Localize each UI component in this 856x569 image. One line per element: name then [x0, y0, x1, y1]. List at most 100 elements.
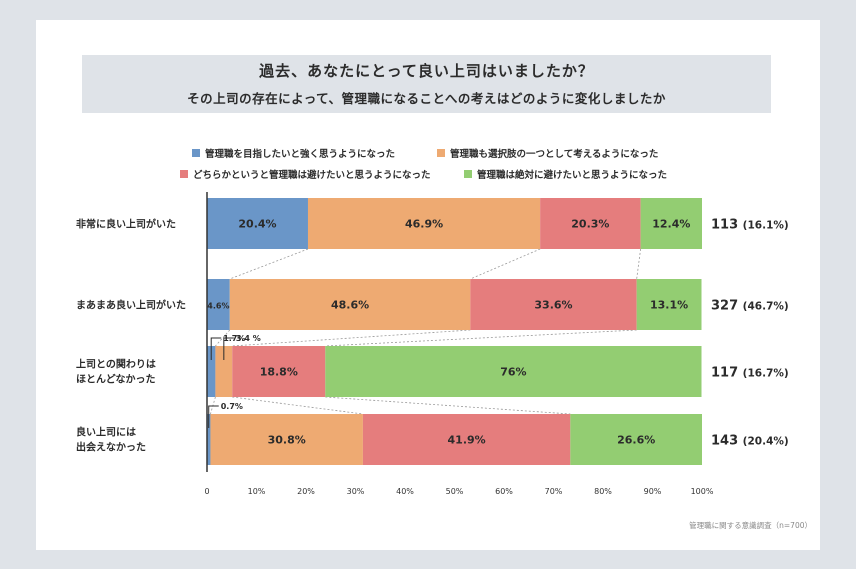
category-label-line: ほとんどなかった [76, 373, 156, 386]
x-tick-label: 0 [204, 487, 209, 496]
bar-segment [229, 279, 471, 330]
data-label: 20.3% [571, 218, 609, 231]
data-label-line: 33.6% [534, 299, 572, 312]
category-label: 非常に良い上司がいた [76, 218, 176, 231]
x-tick-label: 80% [594, 487, 612, 496]
legend-item-rather-avoid: どちらかというと管理職は避けたいと思うようになった [180, 167, 431, 181]
bar-segment [640, 198, 702, 249]
x-tick-label: 40% [396, 487, 414, 496]
total-count: 113 (16.1%) [711, 218, 789, 233]
legend-label: 管理職は絶対に避けたいと思うようになった [477, 170, 668, 181]
category-label: 上司との関わりはほとんどなかった [76, 358, 156, 386]
bar-segment [207, 414, 211, 465]
data-label-line: 30.8% [268, 434, 306, 447]
data-label-line: 26.6% [617, 434, 655, 447]
callout-line [208, 405, 219, 428]
data-label-line: 12.4% [652, 218, 690, 231]
connector-line [325, 396, 571, 415]
total-count: 327 (46.7%) [711, 299, 789, 314]
category-label-line: 出会えなかった [76, 441, 146, 454]
bar-segment [207, 198, 308, 249]
bar-segment [362, 414, 571, 465]
legend-label: 管理職を目指したいと強く思うようになった [205, 149, 396, 160]
legend-label: 管理職も選択肢の一つとして考えるようになった [450, 149, 659, 160]
connector-line [636, 248, 642, 280]
legend-label: どちらかというと管理職は避けたいと思うようになった [193, 170, 431, 181]
legend-item-option: 管理職も選択肢の一つとして考えるようになった [437, 146, 658, 160]
data-label-line: 13.1% [650, 299, 688, 312]
data-label-line: 76% [500, 366, 526, 379]
bar-segment [540, 198, 641, 249]
total-count: 117 (16.7%) [711, 366, 789, 381]
category-label-line: 非常に良い上司がいた [76, 218, 176, 231]
x-tick-label: 10% [248, 487, 266, 496]
total-pct: (16.7%) [743, 368, 789, 380]
title-box [82, 55, 771, 113]
data-label-line: 48.6% [331, 299, 369, 312]
data-label-line: 41.9% [448, 434, 486, 447]
legend-swatch-blue [192, 149, 200, 157]
data-label: 33.6% [534, 299, 572, 312]
data-label: 18.8% [260, 366, 298, 379]
data-label: 26.6% [617, 434, 655, 447]
legend-swatch-green [464, 170, 472, 178]
data-label: 48.6% [331, 299, 369, 312]
data-label: 13.1% [650, 299, 688, 312]
x-tick-label: 30% [347, 487, 365, 496]
x-tick-label: 50% [446, 487, 464, 496]
total-n: 143 [711, 434, 743, 449]
total-n: 117 [711, 366, 743, 381]
data-label-line: 20.3% [571, 218, 609, 231]
legend-item-absolutely-avoid: 管理職は絶対に避けたいと思うようになった [464, 167, 667, 181]
bar-segment [470, 279, 637, 330]
data-label: 1.7% [223, 334, 245, 343]
data-label: 46.9% [405, 218, 443, 231]
data-label: 30.8% [268, 434, 306, 447]
bar-segment [570, 414, 702, 465]
category-label-line: まあまあ良い上司がいた [76, 299, 186, 312]
total-n: 327 [711, 299, 743, 314]
connector-line [232, 396, 363, 415]
total-pct: (16.1%) [743, 220, 789, 232]
category-label-line: 上司との関わりは [76, 358, 156, 371]
callout-line [210, 337, 222, 360]
legend-swatch-orange [437, 149, 445, 157]
legend-swatch-red [180, 170, 188, 178]
category-label-line: 良い上司には [76, 426, 136, 439]
data-label: 4.6% [207, 302, 229, 311]
source-note: 管理職に関する意識調査（n=700） [689, 521, 812, 530]
legend-item-strongly-aim: 管理職を目指したいと強く思うようになった [192, 146, 395, 160]
data-label: 20.4% [238, 218, 276, 231]
bar-segment [232, 346, 326, 397]
callout-line [223, 337, 234, 360]
connector-line [470, 248, 541, 280]
x-tick-label: 90% [644, 487, 662, 496]
x-tick-label: 20% [297, 487, 315, 496]
category-label: まあまあ良い上司がいた [76, 299, 186, 312]
bar-segment [636, 279, 702, 330]
total-pct: (20.4%) [743, 436, 789, 448]
data-label: 76% [500, 366, 526, 379]
data-label: 41.9% [448, 434, 486, 447]
x-tick-label: 100% [691, 487, 714, 496]
data-label-line: 4.6% [207, 302, 229, 311]
chart-subtitle: その上司の存在によって、管理職になることへの考えはどのように変化しましたか [187, 91, 666, 106]
data-label-line: 20.4% [238, 218, 276, 231]
data-label: 3.4 % [236, 334, 261, 343]
total-pct: (46.7%) [743, 301, 789, 313]
bar-segment [207, 279, 230, 330]
connector-line [232, 329, 471, 347]
x-tick-label: 60% [495, 487, 513, 496]
data-label-line: 46.9% [405, 218, 443, 231]
chart-title: 過去、あなたにとって良い上司はいましたか？ [259, 62, 594, 80]
total-count: 143 (20.4%) [711, 434, 789, 449]
total-n: 113 [711, 218, 743, 233]
bar-segment [210, 414, 363, 465]
bar-segment [215, 346, 233, 397]
data-label: 12.4% [652, 218, 690, 231]
connector-line [325, 329, 637, 347]
connector-line [215, 329, 231, 347]
bar-segment [207, 346, 216, 397]
bar-segment [325, 346, 702, 397]
